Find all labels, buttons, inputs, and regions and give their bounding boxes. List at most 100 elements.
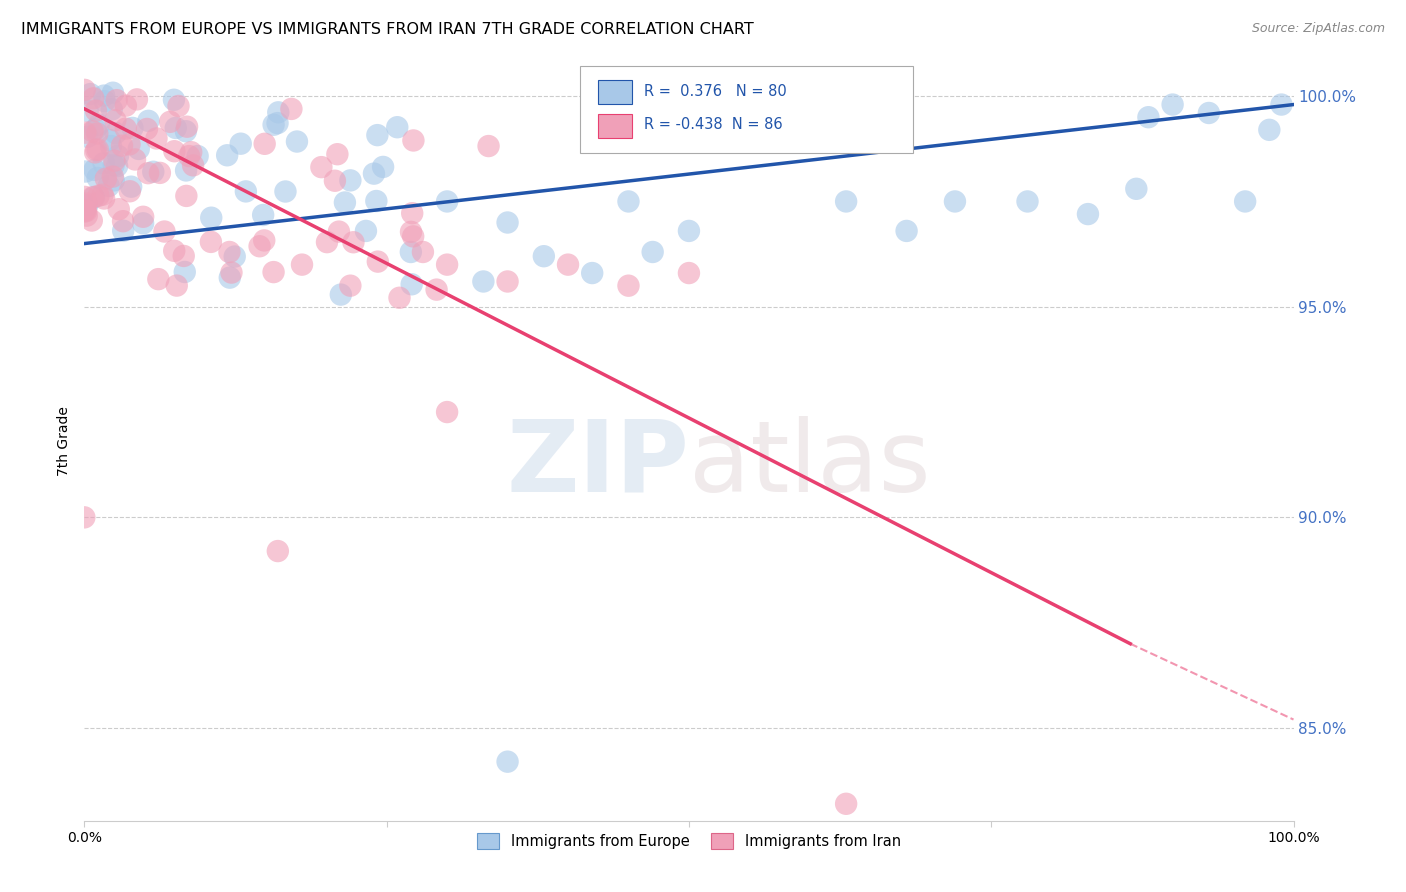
Point: [173, 265, 195, 279]
Point: [87, 143, 110, 157]
Text: Source: ZipAtlas.com: Source: ZipAtlas.com: [1251, 22, 1385, 36]
Point: [118, 137, 141, 152]
Point: [149, 166, 172, 180]
FancyBboxPatch shape: [581, 66, 912, 153]
Point: [80, 213, 103, 227]
Point: [136, 122, 159, 136]
Point: [221, 266, 243, 280]
Point: [267, 544, 290, 558]
Point: [103, 153, 125, 168]
Point: [94, 171, 117, 186]
Point: [339, 173, 361, 187]
Point: [83, 162, 105, 177]
Point: [835, 194, 858, 209]
Point: [252, 208, 274, 222]
Point: [249, 239, 271, 253]
Point: [291, 258, 314, 272]
Point: [496, 755, 519, 769]
Point: [533, 249, 555, 263]
Point: [401, 206, 423, 220]
Text: R = -0.438  N = 86: R = -0.438 N = 86: [644, 117, 783, 132]
Point: [436, 405, 458, 419]
Point: [75, 196, 97, 211]
Point: [399, 244, 422, 259]
Text: IMMIGRANTS FROM EUROPE VS IMMIGRANTS FROM IRAN 7TH GRADE CORRELATION CHART: IMMIGRANTS FROM EUROPE VS IMMIGRANTS FRO…: [21, 22, 754, 37]
Point: [339, 278, 361, 293]
Point: [678, 224, 700, 238]
Point: [187, 149, 209, 163]
Point: [76, 103, 98, 118]
Point: [280, 102, 302, 116]
Point: [76, 209, 98, 223]
Point: [93, 156, 115, 170]
Point: [363, 167, 385, 181]
Text: atlas: atlas: [689, 416, 931, 513]
Point: [173, 249, 195, 263]
Point: [75, 126, 97, 140]
Point: [267, 105, 290, 120]
Point: [105, 93, 128, 107]
Point: [93, 88, 115, 103]
Point: [73, 510, 96, 524]
Point: [103, 158, 125, 172]
Point: [107, 149, 129, 163]
Point: [496, 275, 519, 289]
Point: [1017, 194, 1039, 209]
Point: [617, 194, 640, 209]
Point: [402, 229, 425, 244]
Point: [163, 93, 186, 107]
Point: [253, 234, 276, 248]
Point: [132, 216, 155, 230]
Point: [1270, 97, 1292, 112]
Point: [367, 254, 389, 268]
Point: [100, 139, 122, 153]
Point: [1258, 123, 1281, 137]
Bar: [599, 114, 633, 138]
Point: [218, 270, 240, 285]
Point: [91, 187, 114, 202]
Point: [1198, 106, 1220, 120]
Point: [896, 224, 918, 238]
Point: [111, 138, 134, 153]
Point: [402, 133, 425, 147]
Point: [342, 235, 364, 250]
Point: [274, 185, 297, 199]
Point: [176, 189, 198, 203]
Point: [82, 124, 104, 138]
Point: [163, 244, 186, 258]
Point: [101, 103, 124, 117]
Point: [366, 194, 388, 208]
Point: [87, 118, 110, 132]
Bar: [599, 80, 633, 104]
Point: [200, 235, 222, 249]
Point: [114, 121, 136, 136]
Point: [101, 86, 124, 100]
Point: [112, 224, 135, 238]
Point: [399, 225, 422, 239]
Point: [75, 203, 97, 218]
Point: [84, 103, 107, 118]
Point: [1077, 207, 1099, 221]
Point: [200, 211, 222, 225]
Point: [163, 145, 186, 159]
Point: [145, 131, 167, 145]
Point: [84, 143, 107, 157]
Point: [97, 178, 120, 193]
Point: [107, 202, 129, 217]
Point: [98, 133, 121, 147]
Point: [328, 225, 350, 239]
Point: [943, 194, 966, 209]
Point: [285, 135, 308, 149]
Point: [148, 272, 170, 286]
Point: [76, 129, 98, 144]
Point: [436, 194, 458, 209]
Point: [84, 122, 107, 136]
Point: [316, 235, 339, 249]
Point: [86, 170, 108, 185]
Point: [121, 120, 143, 135]
Point: [79, 87, 101, 101]
Point: [136, 166, 159, 180]
Point: [401, 277, 423, 292]
Point: [557, 258, 579, 272]
Text: ZIP: ZIP: [506, 416, 689, 513]
